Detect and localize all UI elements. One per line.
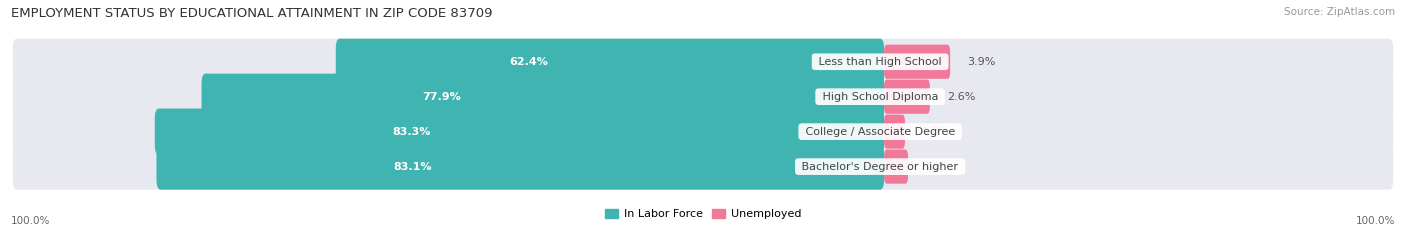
FancyBboxPatch shape <box>336 39 884 85</box>
FancyBboxPatch shape <box>155 109 884 155</box>
FancyBboxPatch shape <box>884 45 950 79</box>
FancyBboxPatch shape <box>201 74 884 120</box>
Text: Bachelor's Degree or higher: Bachelor's Degree or higher <box>799 162 962 171</box>
Text: High School Diploma: High School Diploma <box>818 92 942 102</box>
Text: Less than High School: Less than High School <box>815 57 945 67</box>
Text: 2.6%: 2.6% <box>946 92 976 102</box>
FancyBboxPatch shape <box>13 144 1393 190</box>
Text: 1.2%: 1.2% <box>925 162 953 171</box>
Text: 3.9%: 3.9% <box>967 57 995 67</box>
FancyBboxPatch shape <box>884 150 908 184</box>
FancyBboxPatch shape <box>13 39 1393 85</box>
FancyBboxPatch shape <box>13 109 1393 155</box>
Text: Source: ZipAtlas.com: Source: ZipAtlas.com <box>1284 7 1395 17</box>
Text: 1.0%: 1.0% <box>922 127 950 137</box>
Text: 83.1%: 83.1% <box>394 162 432 171</box>
Text: 100.0%: 100.0% <box>11 216 51 226</box>
FancyBboxPatch shape <box>13 74 1393 120</box>
FancyBboxPatch shape <box>884 115 905 149</box>
Legend: In Labor Force, Unemployed: In Labor Force, Unemployed <box>605 209 801 219</box>
FancyBboxPatch shape <box>156 144 884 190</box>
Text: 77.9%: 77.9% <box>422 92 461 102</box>
FancyBboxPatch shape <box>884 80 929 114</box>
Text: EMPLOYMENT STATUS BY EDUCATIONAL ATTAINMENT IN ZIP CODE 83709: EMPLOYMENT STATUS BY EDUCATIONAL ATTAINM… <box>11 7 492 20</box>
Text: 100.0%: 100.0% <box>1355 216 1395 226</box>
Text: College / Associate Degree: College / Associate Degree <box>801 127 959 137</box>
Text: 83.3%: 83.3% <box>392 127 430 137</box>
Text: 62.4%: 62.4% <box>509 57 548 67</box>
